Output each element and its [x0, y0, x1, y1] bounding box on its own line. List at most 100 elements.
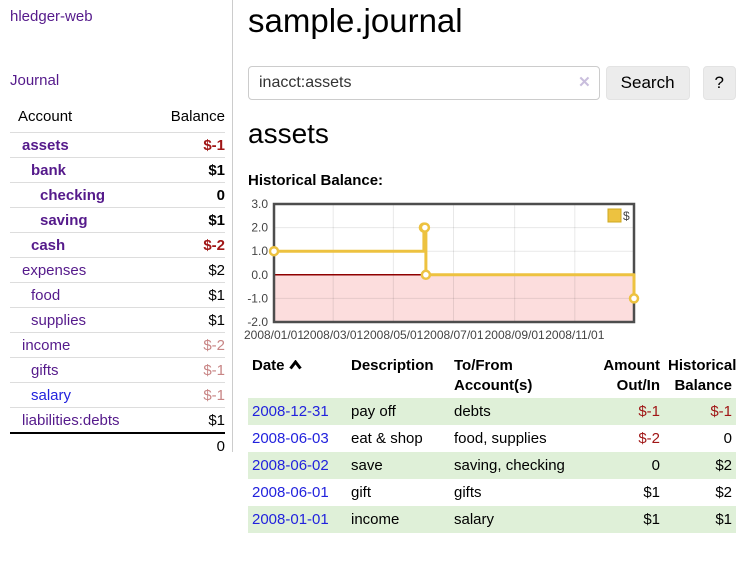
search-input[interactable] [248, 66, 600, 100]
account-balance: $1 [153, 157, 225, 183]
clear-search-icon[interactable]: ✕ [578, 74, 591, 91]
search-button[interactable]: Search [605, 66, 690, 100]
account-page-title: assets [248, 118, 329, 149]
svg-text:2008/09/01: 2008/09/01 [485, 328, 545, 342]
svg-text:2008/07/01: 2008/07/01 [423, 328, 483, 342]
chart-title: Historical Balance: [248, 172, 384, 189]
register-row: 2008-06-01 gift gifts $1 $2 [248, 479, 736, 506]
transaction-amount: 0 [596, 452, 664, 479]
register-header-date: Date [248, 354, 347, 398]
register-header-row: Date Description To/From Account(s) Amou… [248, 354, 736, 398]
register-row: 2008-06-02 save saving, checking 0 $2 [248, 452, 736, 479]
transaction-amount: $1 [596, 506, 664, 533]
account-balance: $1 [153, 207, 225, 233]
balance-column-header: Balance [170, 108, 225, 125]
account-row: assets $-1 [10, 132, 225, 158]
account-link-supplies[interactable]: supplies [31, 312, 87, 329]
account-row: bank $1 [10, 157, 225, 183]
svg-text:2008/05/01: 2008/05/01 [363, 328, 423, 342]
transaction-accounts: salary [450, 506, 596, 533]
transaction-description: eat & shop [351, 430, 423, 447]
transaction-date-link[interactable]: 2008-12-31 [252, 403, 329, 420]
account-row: income $-2 [10, 332, 225, 358]
register-header-amount: Amount Out/In [603, 357, 660, 394]
account-row: expenses $2 [10, 257, 225, 283]
account-link-checking[interactable]: checking [40, 187, 106, 204]
transaction-amount: $-1 [596, 398, 664, 425]
page-title: sample.journal [248, 2, 463, 39]
transaction-amount: $-2 [638, 430, 660, 447]
account-link-bank[interactable]: bank [31, 162, 67, 179]
account-balance: $-1 [153, 132, 225, 158]
transaction-date-link[interactable]: 2008-06-02 [252, 457, 329, 474]
transaction-description: save [347, 452, 450, 479]
accounts-total: 0 [153, 432, 225, 458]
app-title-link[interactable]: hledger-web [10, 8, 93, 25]
account-link-liabilities-debts[interactable]: liabilities:debts [22, 412, 120, 429]
help-button[interactable]: ? [702, 66, 736, 100]
account-balance: $1 [153, 307, 225, 333]
account-row: checking 0 [10, 182, 225, 208]
account-link-gifts[interactable]: gifts [31, 362, 59, 379]
register-header-accounts: To/From Account(s) [454, 357, 533, 394]
svg-text:-2.0: -2.0 [247, 315, 268, 329]
transaction-description: income [347, 506, 450, 533]
search-form: ✕ Search ? [248, 66, 736, 100]
svg-text:1.0: 1.0 [251, 244, 268, 258]
account-link-expenses[interactable]: expenses [22, 262, 87, 279]
transaction-balance: $2 [715, 484, 732, 501]
svg-text:2008/11/01: 2008/11/01 [545, 328, 604, 342]
svg-text:0.0: 0.0 [251, 268, 268, 282]
transaction-accounts: food, supplies [454, 430, 547, 447]
transaction-date-link[interactable]: 2008-06-03 [252, 430, 329, 447]
account-link-cash[interactable]: cash [31, 237, 66, 254]
transaction-date-link[interactable]: 2008-06-01 [252, 484, 329, 501]
transaction-balance: $-1 [664, 398, 736, 425]
transaction-amount: $1 [643, 484, 660, 501]
svg-text:$: $ [623, 209, 630, 223]
transaction-accounts: gifts [454, 484, 482, 501]
account-link-salary[interactable]: salary [31, 387, 72, 404]
main-content: sample.journal ✕ Search ? assets Histori… [244, 0, 736, 533]
svg-text:3.0: 3.0 [251, 197, 268, 211]
account-column-header: Account [18, 108, 73, 125]
account-balance: $-1 [153, 382, 225, 408]
account-balance: $-1 [153, 357, 225, 383]
transaction-accounts: saving, checking [450, 452, 596, 479]
transaction-balance: $2 [664, 452, 736, 479]
account-balance: $2 [153, 257, 225, 283]
account-row: salary $-1 [10, 382, 225, 408]
account-total-row: 0 [10, 432, 225, 458]
sort-ascending-icon [288, 359, 302, 370]
account-balance: $1 [153, 282, 225, 308]
sidebar: hledger-web Journal Account Balance asse… [0, 0, 233, 458]
transaction-accounts: debts [450, 398, 596, 425]
svg-text:2.0: 2.0 [251, 221, 268, 235]
transaction-balance: $1 [664, 506, 736, 533]
transaction-date-link[interactable]: 2008-01-01 [252, 511, 329, 528]
account-balance: $1 [153, 407, 225, 433]
account-link-saving[interactable]: saving [40, 212, 88, 229]
chart-area: 3.0 2.0 1.0 0.0 -1.0 -2.0 2008/01/01 2008/03/01… [244, 194, 736, 344]
account-row: food $1 [10, 282, 225, 308]
transaction-balance: 0 [723, 430, 732, 447]
register-row: 2008-01-01 income salary $1 $1 [248, 506, 736, 533]
register-table: Date Description To/From Account(s) Amou… [248, 354, 736, 533]
account-balance: $-2 [153, 332, 225, 358]
sidebar-item-journal[interactable]: Journal [10, 72, 60, 89]
register-header-description: Description [351, 357, 434, 374]
account-link-assets[interactable]: assets [22, 137, 69, 154]
transaction-description: pay off [347, 398, 450, 425]
account-link-food[interactable]: food [31, 287, 61, 304]
account-row: liabilities:debts $1 [10, 407, 225, 433]
account-row: gifts $-1 [10, 357, 225, 383]
account-row: supplies $1 [10, 307, 225, 333]
account-link-income[interactable]: income [22, 337, 71, 354]
transaction-description: gift [351, 484, 372, 501]
account-balance-table: Account Balance assets $-1 bank $1 check… [10, 105, 225, 458]
account-table-header: Account Balance [10, 105, 225, 133]
account-balance: 0 [153, 182, 225, 208]
svg-text:2008/03/01: 2008/03/01 [303, 328, 363, 342]
register-header-balance: Historical Balance [668, 357, 737, 394]
